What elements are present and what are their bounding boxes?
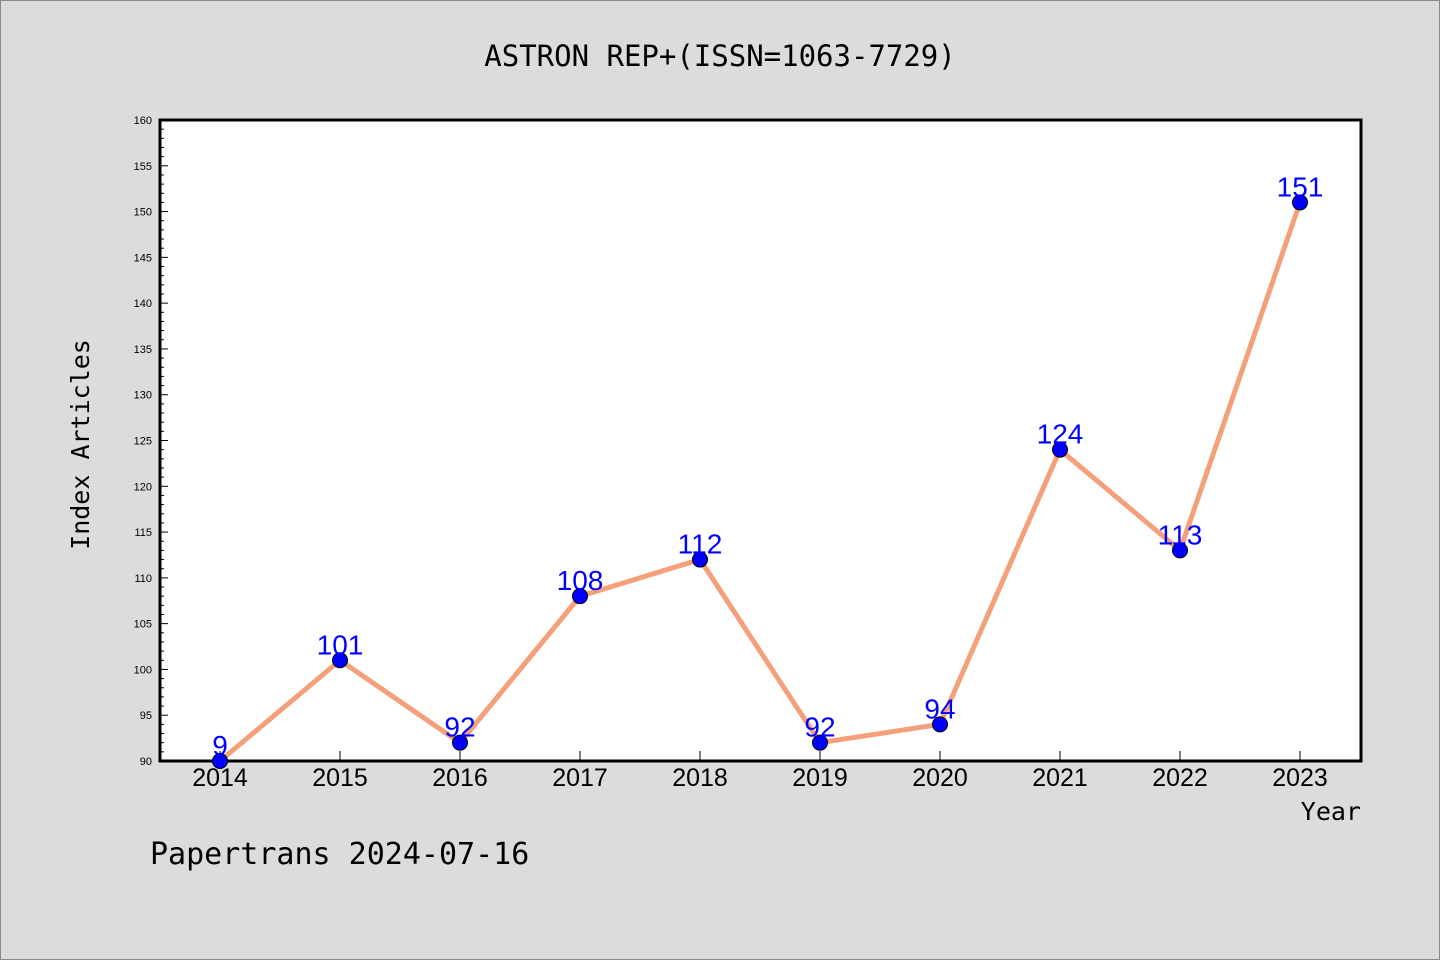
data-label: 92 bbox=[804, 712, 835, 743]
y-tick-label: 125 bbox=[134, 436, 152, 448]
y-tick-label: 155 bbox=[134, 161, 152, 173]
y-axis-label: Index Articles bbox=[66, 339, 95, 550]
data-label: 124 bbox=[1037, 419, 1084, 450]
y-tick-label: 135 bbox=[134, 344, 152, 356]
y-tick-label: 150 bbox=[134, 207, 152, 219]
data-point bbox=[1172, 542, 1188, 559]
x-tick-label: 2022 bbox=[1152, 764, 1208, 792]
y-tick-label: 105 bbox=[134, 619, 152, 631]
y-tick-label: 120 bbox=[134, 481, 152, 493]
x-tick-label: 2018 bbox=[672, 764, 728, 792]
x-tick-label: 2020 bbox=[912, 764, 968, 792]
x-tick-label: 2015 bbox=[312, 764, 368, 792]
x-axis-label: Year bbox=[1301, 797, 1361, 826]
y-tick-label: 115 bbox=[134, 527, 152, 539]
chart-title: ASTRON REP+(ISSN=1063-7729) bbox=[484, 39, 955, 73]
data-point bbox=[932, 716, 948, 733]
y-tick-label: 95 bbox=[140, 710, 152, 722]
y-tick-label: 140 bbox=[134, 298, 152, 310]
data-label: 94 bbox=[924, 693, 955, 724]
y-tick-label: 130 bbox=[134, 390, 152, 402]
x-tick-label: 2017 bbox=[552, 764, 608, 792]
y-tick-label: 110 bbox=[134, 573, 152, 585]
x-tick-label: 2021 bbox=[1032, 764, 1088, 792]
data-point bbox=[1052, 441, 1068, 458]
series-line bbox=[217, 199, 1303, 764]
x-axis: 2014 2015 2016 2017 2018 2019 2020 2021 2022 2023 bbox=[192, 751, 1328, 792]
data-label: 113 bbox=[1158, 519, 1203, 550]
data-point bbox=[1292, 194, 1308, 211]
x-tick-label: 2023 bbox=[1272, 764, 1328, 792]
y-tick-label: 90 bbox=[140, 756, 152, 768]
data-point bbox=[332, 652, 348, 669]
y-tick-label: 160 bbox=[134, 115, 152, 127]
data-label: 108 bbox=[557, 565, 604, 596]
data-point bbox=[812, 734, 828, 751]
y-tick-label: 145 bbox=[134, 252, 152, 264]
data-label: 9 bbox=[212, 730, 228, 761]
y-axis: 90 95 100 105 110 115 120 125 130 135 140 145 150 155… bbox=[134, 115, 168, 768]
data-label: 101 bbox=[317, 629, 364, 660]
data-label: 151 bbox=[1277, 171, 1324, 202]
series-group: 9 101 92 108 112 92 94 124 113 151 bbox=[212, 171, 1324, 769]
y-tick-label: 100 bbox=[134, 664, 152, 676]
footer-text: Papertrans 2024-07-16 bbox=[150, 837, 529, 872]
data-point bbox=[692, 551, 708, 568]
data-label: 92 bbox=[444, 712, 475, 743]
x-tick-label: 2016 bbox=[432, 764, 488, 792]
x-tick-label: 2019 bbox=[792, 764, 848, 792]
data-point bbox=[452, 734, 468, 751]
data-point bbox=[572, 588, 588, 605]
data-point bbox=[212, 753, 228, 769]
data-label: 112 bbox=[678, 529, 723, 560]
